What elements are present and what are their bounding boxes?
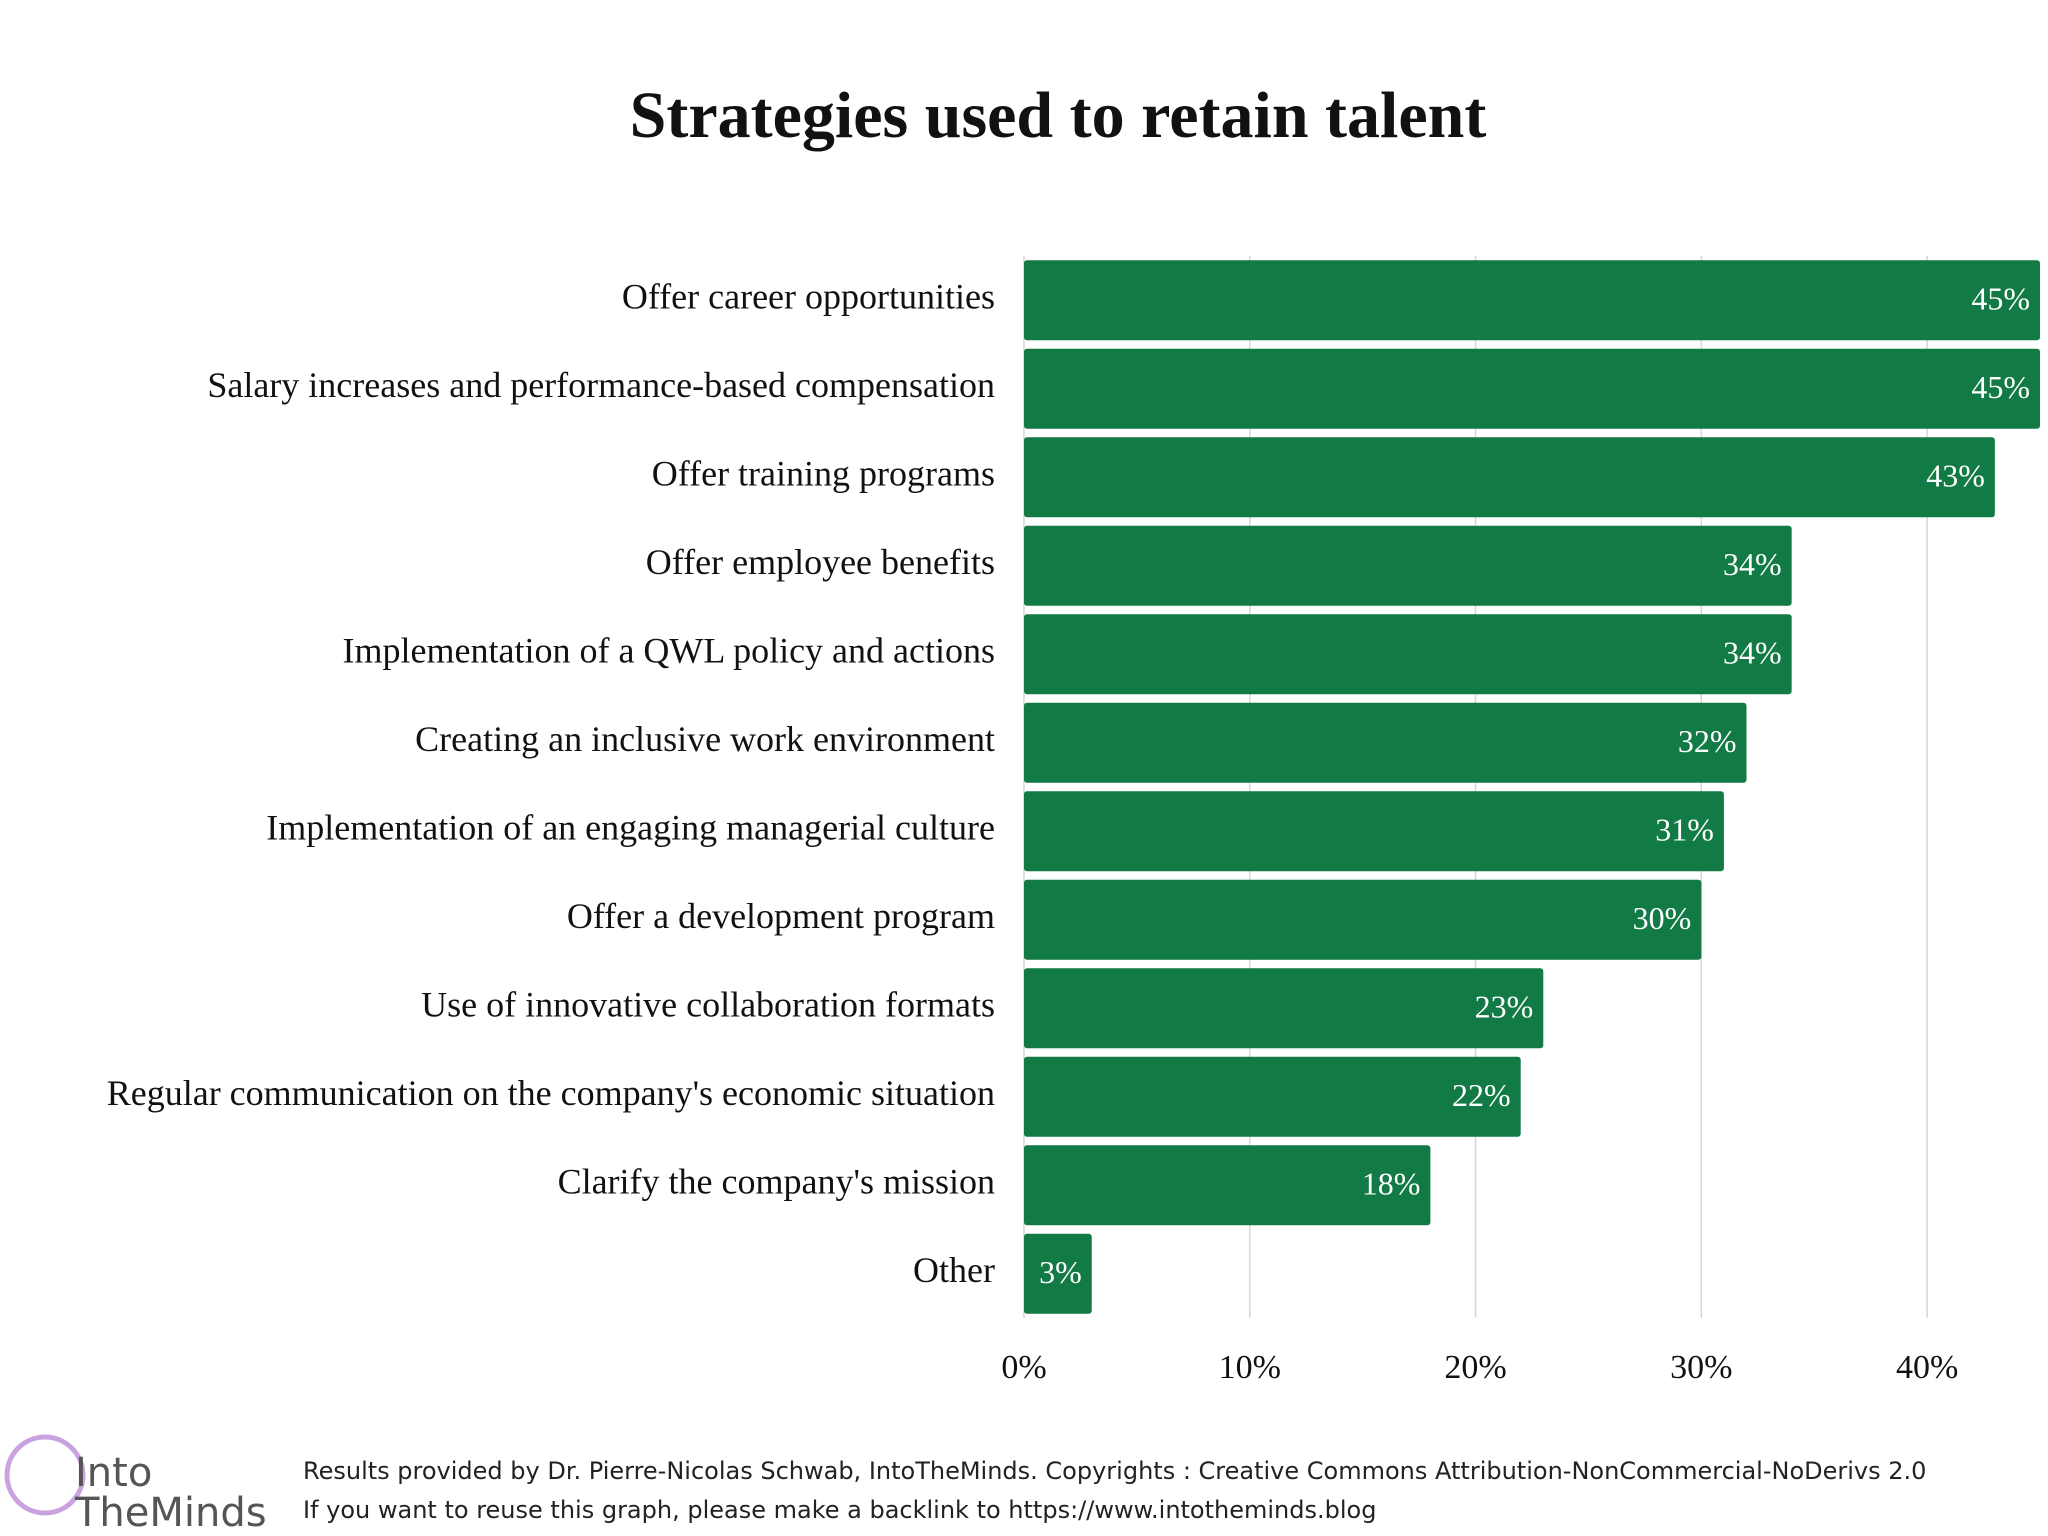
x-tick-label: 30% [1670, 1349, 1732, 1386]
x-tick-label: 40% [1896, 1349, 1958, 1386]
value-label: 34% [1723, 635, 1782, 671]
y-tick-label: Other [913, 1250, 995, 1290]
bar [1024, 702, 1747, 783]
value-label: 45% [1971, 369, 2030, 405]
chart-title: Strategies used to retain talent [630, 79, 1487, 152]
value-label: 30% [1633, 900, 1692, 936]
value-label: 45% [1971, 281, 2030, 317]
y-tick-label: Implementation of a QWL policy and actio… [343, 631, 995, 671]
value-label: 34% [1723, 546, 1782, 582]
bar [1024, 614, 1792, 695]
y-tick-label: Use of innovative collaboration formats [421, 985, 995, 1025]
y-tick-label: Implementation of an engaging managerial… [266, 808, 995, 848]
bar [1024, 260, 2040, 341]
y-tick-label: Creating an inclusive work environment [415, 719, 995, 759]
bar [1024, 348, 2040, 429]
value-label: 3% [1039, 1254, 1082, 1290]
y-tick-label: Offer employee benefits [646, 542, 995, 582]
footer-text: Results provided by Dr. Pierre-Nicolas S… [303, 1457, 1926, 1485]
y-tick-label: Offer a development program [567, 896, 995, 936]
bar [1024, 879, 1702, 960]
y-tick-label: Clarify the company's mission [558, 1162, 995, 1202]
y-tick-label: Regular communication on the company's e… [107, 1073, 995, 1113]
bar [1024, 525, 1792, 606]
y-tick-label: Offer career opportunities [622, 277, 995, 317]
bar [1024, 1233, 1092, 1314]
value-label: 32% [1678, 723, 1737, 759]
logo-icon [4, 1434, 86, 1516]
bar [1024, 791, 1724, 872]
value-label: 18% [1362, 1166, 1421, 1202]
x-tick-label: 20% [1444, 1349, 1506, 1386]
bar [1024, 968, 1544, 1049]
x-tick-label: 0% [1001, 1349, 1046, 1386]
value-label: 43% [1926, 458, 1985, 494]
y-tick-label: Salary increases and performance-based c… [207, 365, 995, 405]
bar [1024, 437, 1995, 518]
logo-text: Into [75, 1450, 152, 1496]
logo-text: TheMinds [74, 1490, 267, 1536]
value-label: 23% [1475, 989, 1534, 1025]
value-label: 22% [1452, 1077, 1511, 1113]
value-label: 31% [1655, 812, 1714, 848]
bar [1024, 1056, 1521, 1137]
y-tick-label: Offer training programs [652, 454, 995, 494]
x-tick-label: 10% [1219, 1349, 1281, 1386]
bar [1024, 1145, 1431, 1226]
footer-text: If you want to reuse this graph, please … [303, 1496, 1376, 1524]
